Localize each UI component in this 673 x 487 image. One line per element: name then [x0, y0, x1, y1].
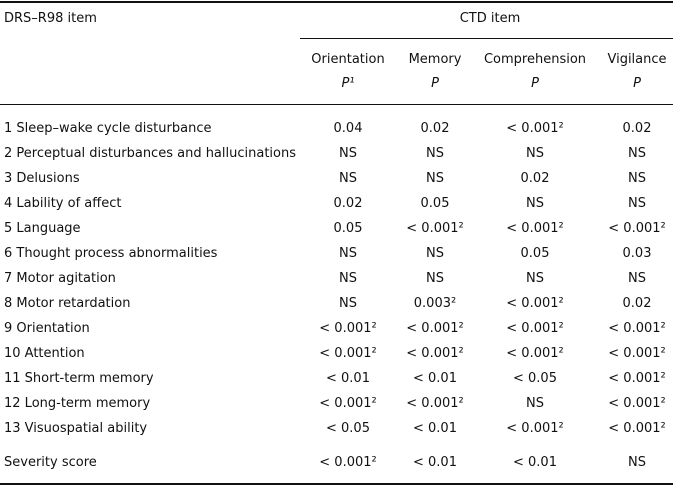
cell: < 0.001²: [406, 346, 464, 361]
cell: 0.02: [520, 171, 550, 186]
cell: 0.02: [420, 121, 450, 136]
row-label: 12 Long-term memory: [4, 396, 151, 411]
cell: NS: [426, 171, 444, 186]
row-label: 10 Attention: [4, 346, 85, 361]
header-rule: [0, 104, 673, 105]
column-stat: P: [531, 76, 539, 91]
column-stat: P¹: [341, 76, 355, 91]
cell: < 0.001²: [506, 321, 564, 336]
column-header: Orientation: [311, 52, 385, 67]
column-header: Memory: [408, 52, 462, 67]
cell: 0.05: [333, 221, 363, 236]
row-label: 13 Visuospatial ability: [4, 421, 148, 436]
cell: NS: [526, 196, 544, 211]
cell: < 0.01: [326, 371, 370, 386]
cell: 0.02: [622, 121, 652, 136]
cell: < 0.001²: [506, 421, 564, 436]
row-label: 11 Short-term memory: [4, 371, 154, 386]
row-label: 6 Thought process abnormalities: [4, 246, 218, 261]
group-header: CTD item: [459, 11, 521, 26]
column-stat: P: [431, 76, 439, 91]
top-rule: [0, 1, 673, 3]
cell: < 0.001²: [608, 346, 666, 361]
row-label: 7 Motor agitation: [4, 271, 116, 286]
cell: NS: [339, 171, 357, 186]
cell: < 0.001²: [406, 321, 464, 336]
cell: < 0.001²: [608, 421, 666, 436]
row-label: 3 Delusions: [4, 171, 80, 186]
cell: NS: [426, 271, 444, 286]
row-label: 9 Orientation: [4, 321, 90, 336]
cell: NS: [526, 146, 544, 161]
cell: < 0.001²: [506, 121, 564, 136]
cell: < 0.001²: [406, 396, 464, 411]
cell: 0.05: [420, 196, 450, 211]
cell: < 0.001²: [608, 396, 666, 411]
cell: NS: [526, 396, 544, 411]
cell: < 0.01: [413, 455, 457, 470]
cell: < 0.001²: [608, 221, 666, 236]
cell: 0.03: [622, 246, 652, 261]
cell: < 0.001²: [319, 346, 377, 361]
cell: < 0.001²: [506, 296, 564, 311]
cell: NS: [628, 171, 646, 186]
cell: < 0.05: [513, 371, 557, 386]
cell: NS: [426, 146, 444, 161]
group-rule: [300, 38, 673, 39]
cell: < 0.001²: [608, 371, 666, 386]
cell: NS: [426, 246, 444, 261]
cell: < 0.001²: [319, 455, 377, 470]
column-header: Vigilance: [607, 52, 667, 67]
column-header: Comprehension: [483, 52, 587, 67]
row-label: 8 Motor retardation: [4, 296, 131, 311]
cell: < 0.001²: [506, 221, 564, 236]
item-column-header: DRS–R98 item: [4, 11, 97, 26]
cell: NS: [628, 146, 646, 161]
row-label: 5 Language: [4, 221, 81, 236]
cell: < 0.001²: [506, 346, 564, 361]
cell: < 0.01: [513, 455, 557, 470]
cell: 0.02: [333, 196, 363, 211]
cell: NS: [628, 455, 646, 470]
row-label: 1 Sleep–wake cycle disturbance: [4, 121, 212, 136]
cell: < 0.001²: [319, 396, 377, 411]
cell: NS: [339, 146, 357, 161]
cell: 0.04: [333, 121, 363, 136]
cell: NS: [339, 246, 357, 261]
cell: NS: [339, 271, 357, 286]
cell: 0.003²: [413, 296, 457, 311]
cell: NS: [339, 296, 357, 311]
row-label: Severity score: [4, 455, 97, 470]
cell: 0.05: [520, 246, 550, 261]
cell: < 0.001²: [319, 321, 377, 336]
cell: < 0.001²: [608, 321, 666, 336]
cell: < 0.01: [413, 371, 457, 386]
cell: NS: [628, 196, 646, 211]
cell: NS: [628, 271, 646, 286]
cell: < 0.001²: [406, 221, 464, 236]
cell: < 0.05: [326, 421, 370, 436]
cell: 0.02: [622, 296, 652, 311]
cell: NS: [526, 271, 544, 286]
row-label: 4 Lability of affect: [4, 196, 122, 211]
row-label: 2 Perceptual disturbances and hallucinat…: [4, 146, 297, 161]
bottom-rule: [0, 483, 673, 485]
column-stat: P: [633, 76, 641, 91]
cell: < 0.01: [413, 421, 457, 436]
